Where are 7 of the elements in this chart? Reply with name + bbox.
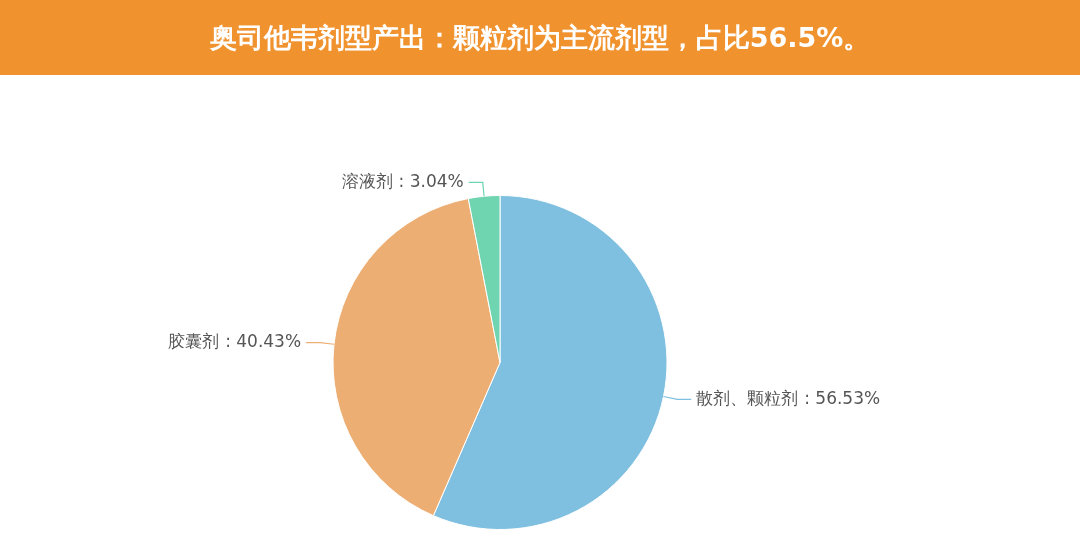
data-label: : 3.04%	[398, 170, 464, 191]
slice-label: 散剂、颗粒剂	[696, 387, 799, 408]
slice-label: 溶液剂	[341, 170, 393, 191]
data-label: : 40.43%	[225, 331, 302, 352]
slice-label: 胶囊剂	[168, 331, 220, 352]
data-label: : 56.53%	[804, 387, 881, 408]
chart-title: 奥司他韦剂型产出：颗粒剂为主流剂型，占比56.5%。	[0, 0, 1080, 75]
